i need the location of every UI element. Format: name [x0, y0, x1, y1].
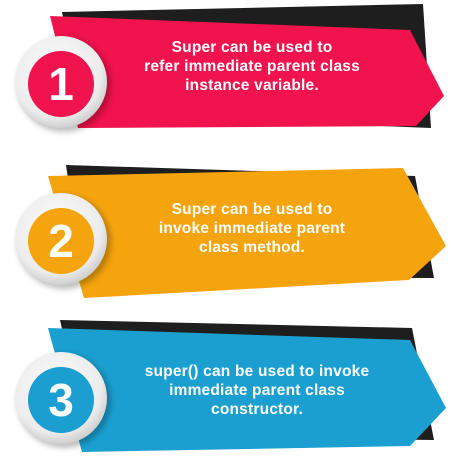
- number-badge-2: [15, 193, 111, 289]
- item-1-text: Super can be used to refer immediate par…: [112, 38, 392, 95]
- number-2: 2: [48, 215, 74, 267]
- banner-3: [48, 320, 446, 452]
- item-3-line-3: constructor.: [211, 401, 303, 418]
- banner-1-body: [50, 16, 444, 128]
- item-2-text: Super can be used to invoke immediate pa…: [112, 200, 392, 257]
- item-3-line-2: immediate parent class: [169, 382, 345, 399]
- item-1-line-1: Super can be used to: [171, 39, 333, 56]
- number-badge-1: [15, 36, 111, 132]
- item-1-line-3: instance variable.: [185, 77, 319, 94]
- item-1-line-2: refer immediate parent class: [144, 58, 360, 75]
- item-2-line-1: Super can be used to: [171, 201, 333, 218]
- item-2-line-3: class method.: [199, 239, 305, 256]
- banner-1: [50, 4, 444, 128]
- banner-2-body: [48, 168, 446, 298]
- item-2-line-2: invoke immediate parent: [158, 220, 346, 237]
- number-3: 3: [48, 374, 74, 426]
- banner-3-body: [48, 328, 446, 452]
- banner-2: [48, 165, 446, 298]
- item-3-line-1: super() can be used to invoke: [144, 363, 370, 380]
- item-3-text: super() can be used to invoke immediate …: [112, 362, 402, 419]
- number-badge-3: [15, 352, 111, 448]
- number-1: 1: [48, 58, 74, 110]
